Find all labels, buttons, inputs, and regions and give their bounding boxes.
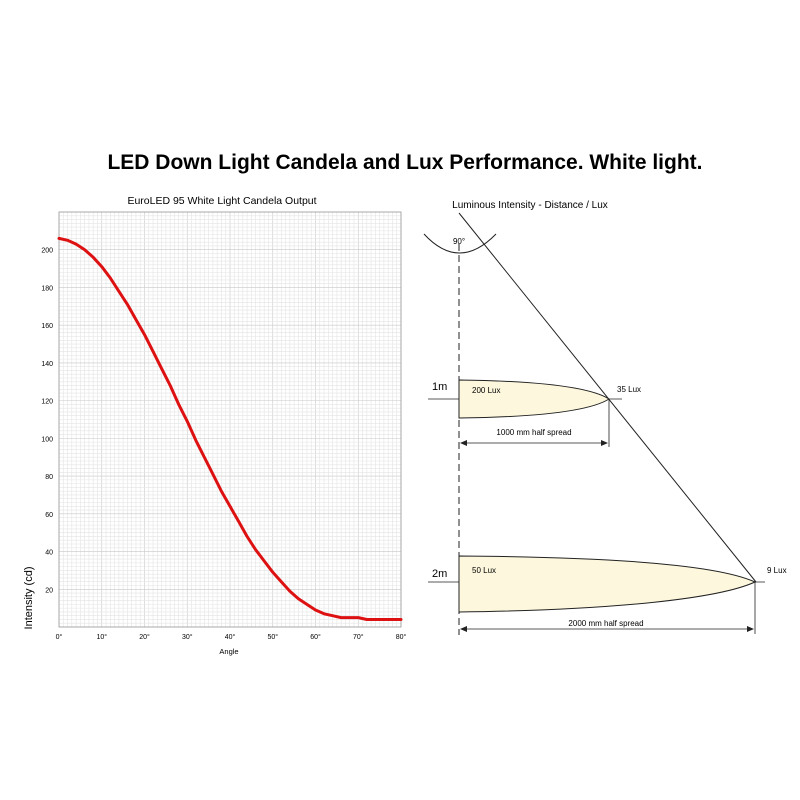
distance-label-1m: 1m	[432, 381, 447, 393]
y-tick-label: 120	[41, 399, 53, 406]
y-axis-label: Intensity (cd)	[23, 567, 35, 630]
x-tick-label: 30°	[182, 633, 193, 641]
arrowhead-right-2m	[747, 626, 754, 632]
y-tick-label: 100	[41, 436, 53, 443]
arrowhead-left-2m	[460, 626, 467, 632]
diagram-title: Luminous Intensity - Distance / Lux	[452, 200, 608, 211]
y-tick-label: 160	[41, 323, 53, 330]
edge-lux-2m: 9 Lux	[767, 566, 787, 575]
beam-angle-label: 90°	[453, 237, 465, 246]
x-tick-label: 80°	[396, 633, 407, 641]
x-tick-label: 20°	[139, 633, 150, 641]
y-tick-label: 140	[41, 361, 53, 368]
center-lux-2m: 50 Lux	[472, 566, 496, 575]
spread-label-2m: 2000 mm half spread	[568, 619, 643, 628]
beam-edge-line	[458, 212, 757, 583]
y-axis: 20 40 60 80 100 120 140 160 180 200	[41, 248, 53, 595]
x-tick-label: 50°	[267, 633, 278, 641]
y-tick-label: 20	[45, 587, 53, 594]
chart-grid	[58, 211, 402, 628]
y-tick-label: 60	[45, 512, 53, 519]
edge-lux-1m: 35 Lux	[617, 385, 641, 394]
x-tick-label: 60°	[310, 633, 321, 641]
x-tick-label: 70°	[353, 633, 364, 641]
candela-series-line	[57, 236, 403, 621]
x-tick-label: 40°	[225, 633, 236, 641]
distance-label-2m: 2m	[432, 568, 447, 580]
chart-title: EuroLED 95 White Light Candela Output	[127, 195, 316, 207]
x-axis-label: Angle	[219, 647, 238, 656]
beam-angle-arc	[423, 233, 497, 254]
arrowhead-left-1m	[460, 440, 467, 446]
spread-label-1m: 1000 mm half spread	[496, 428, 571, 437]
page-title: LED Down Light Candela and Lux Performan…	[107, 151, 703, 174]
x-tick-label: 10°	[96, 633, 107, 641]
y-tick-label: 180	[41, 285, 53, 292]
y-tick-label: 80	[45, 474, 53, 481]
y-tick-label: 40	[45, 550, 53, 557]
chart-plot-area	[58, 211, 402, 628]
x-axis: 0° 10° 20° 30° 40° 50° 60° 70° 80°	[56, 633, 407, 641]
arrowhead-right-1m	[601, 440, 608, 446]
series-layer	[57, 236, 403, 621]
center-lux-1m: 200 Lux	[472, 386, 500, 395]
lux-profile-2m	[458, 555, 757, 613]
x-tick-label: 0°	[56, 633, 63, 641]
y-tick-label: 200	[41, 248, 53, 255]
